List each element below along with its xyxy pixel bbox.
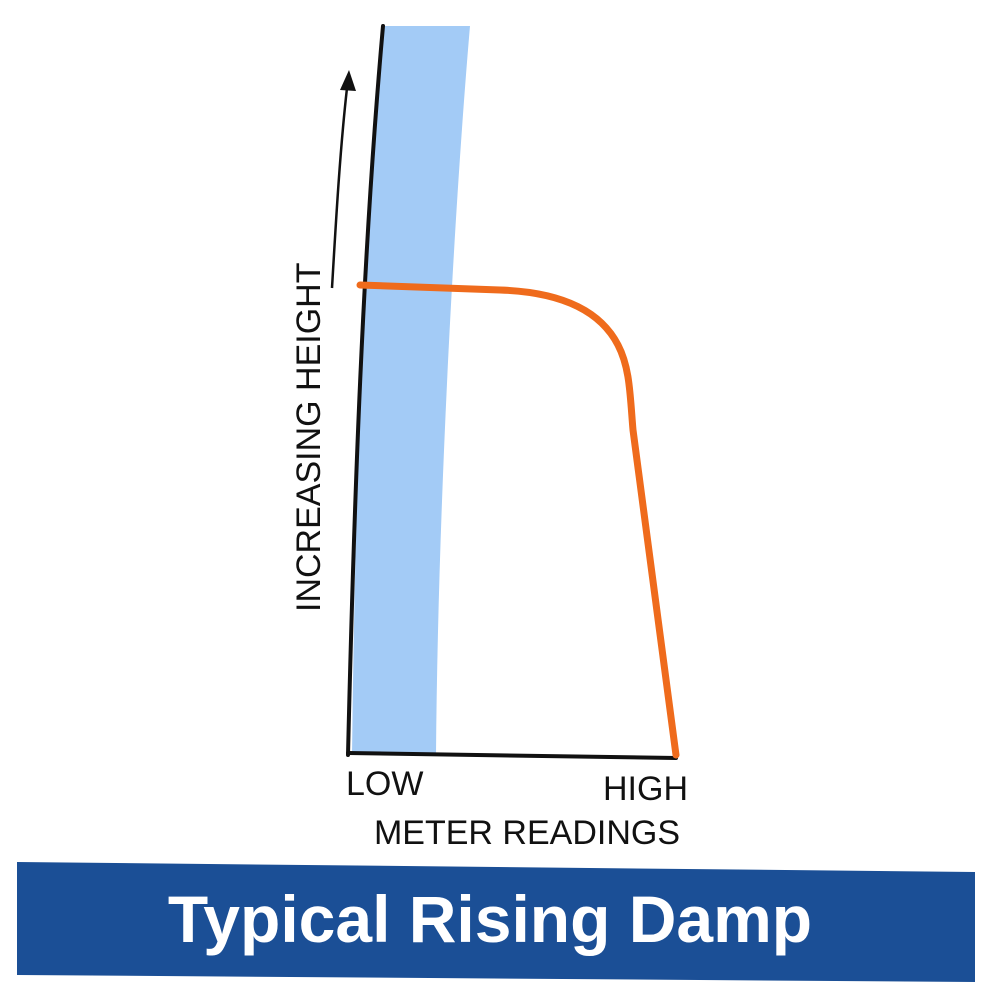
height-arrow-shaft — [330, 87, 349, 289]
y-axis-label: INCREASING HEIGHT — [290, 263, 328, 612]
chart-title: Typical Rising Damp — [168, 882, 812, 956]
x-tick-low: LOW — [346, 765, 423, 803]
x-tick-high: HIGH — [603, 770, 688, 808]
x-axis — [346, 751, 678, 760]
height-arrow-head — [340, 70, 356, 91]
wall-band — [352, 26, 470, 755]
title-banner — [17, 862, 975, 982]
y-axis — [346, 24, 385, 757]
moisture-curve — [356, 281, 680, 759]
x-axis-label: METER READINGS — [374, 814, 680, 852]
